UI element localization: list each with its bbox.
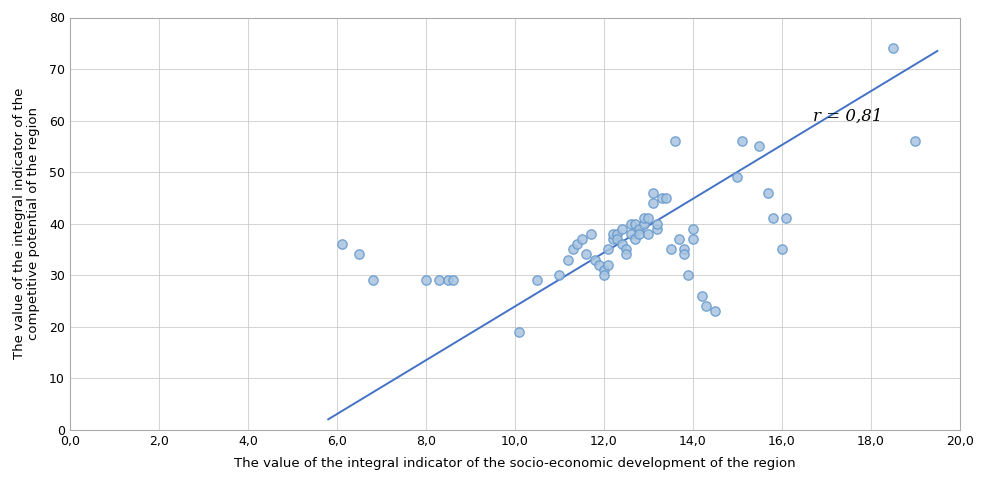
Point [765,214,781,222]
Text: r = 0,81: r = 0,81 [812,107,882,124]
Point [650,220,666,228]
Point [632,230,648,238]
Point [645,189,661,197]
Point [632,225,648,232]
Point [596,266,611,274]
Point [734,137,749,145]
Point [663,245,678,253]
Point [778,214,794,222]
Point [659,194,674,201]
Point [774,245,790,253]
Point [441,276,457,284]
Point [578,251,594,258]
Point [614,225,630,232]
Point [600,261,616,268]
Point [676,245,692,253]
Point [365,276,381,284]
Point [730,174,745,181]
Point [685,235,701,243]
Point [907,137,923,145]
Point [680,271,696,279]
Point [574,235,590,243]
Point [432,276,448,284]
Point [618,251,634,258]
Y-axis label: The value of the integral indicator of the
competitive potential of the region: The value of the integral indicator of t… [13,88,40,359]
Point [596,271,611,279]
Point [623,220,639,228]
Point [636,214,652,222]
Point [333,241,349,248]
Point [636,220,652,228]
Point [587,256,602,264]
Point [445,276,460,284]
Point [583,230,599,238]
Point [614,241,630,248]
Point [560,256,576,264]
Point [654,194,669,201]
Point [551,271,567,279]
Point [618,245,634,253]
Point [671,235,687,243]
Point [707,307,723,315]
Point [600,245,616,253]
Point [641,214,657,222]
Point [627,220,643,228]
Point [685,225,701,232]
Point [512,328,528,335]
Point [676,251,692,258]
X-axis label: The value of the integral indicator of the socio-economic development of the reg: The value of the integral indicator of t… [234,456,796,469]
Point [569,241,585,248]
Point [604,230,620,238]
Point [529,276,545,284]
Point [885,44,901,52]
Point [592,261,607,268]
Point [604,235,620,243]
Point [760,189,776,197]
Point [418,276,434,284]
Point [623,230,639,238]
Point [751,142,767,150]
Point [609,230,625,238]
Point [698,302,714,310]
Point [641,230,657,238]
Point [351,251,367,258]
Point [645,199,661,207]
Point [627,235,643,243]
Point [694,292,710,299]
Point [565,245,581,253]
Point [668,137,683,145]
Point [609,235,625,243]
Point [650,225,666,232]
